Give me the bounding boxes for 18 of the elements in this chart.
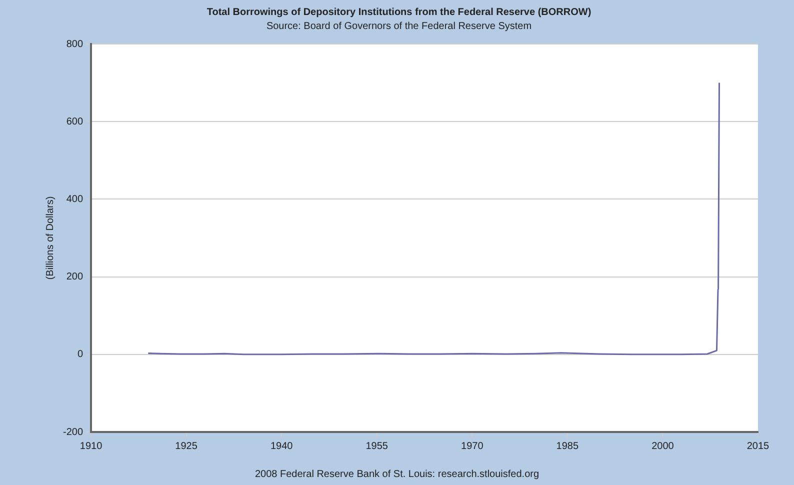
- chart-title: Total Borrowings of Depository Institutions from the Federal Reserve (BORROW): [206, 6, 592, 18]
- y-tick-label: 0: [77, 349, 84, 360]
- text: 2008 Federal Reserve Bank of St. Louis: research.stlouisfed.org: [254, 469, 540, 480]
- x-tick-label: 2000: [652, 440, 674, 452]
- x-tick-label: 1910: [80, 440, 103, 452]
- x-tick-label: 1985: [556, 440, 579, 452]
- y-axis-title: (Billions of Dollars): [44, 196, 56, 280]
- x-tick-label: 1940: [270, 440, 294, 452]
- y-tick-label: 400: [66, 194, 84, 205]
- y-tick-label: -200: [63, 426, 84, 438]
- x-tick-label: 1955: [366, 440, 388, 452]
- y-tick-label: 200: [66, 272, 84, 283]
- y-tick-label: 600: [66, 116, 84, 128]
- x-tick-label: 1970: [461, 440, 484, 452]
- x-tick-label: 2015: [746, 440, 770, 452]
- chart-subtitle: Source: Board of Governors of the Federal Reserve System: [266, 20, 532, 32]
- y-tick-label: 800: [66, 38, 84, 50]
- x-tick-label: 1925: [175, 440, 198, 452]
